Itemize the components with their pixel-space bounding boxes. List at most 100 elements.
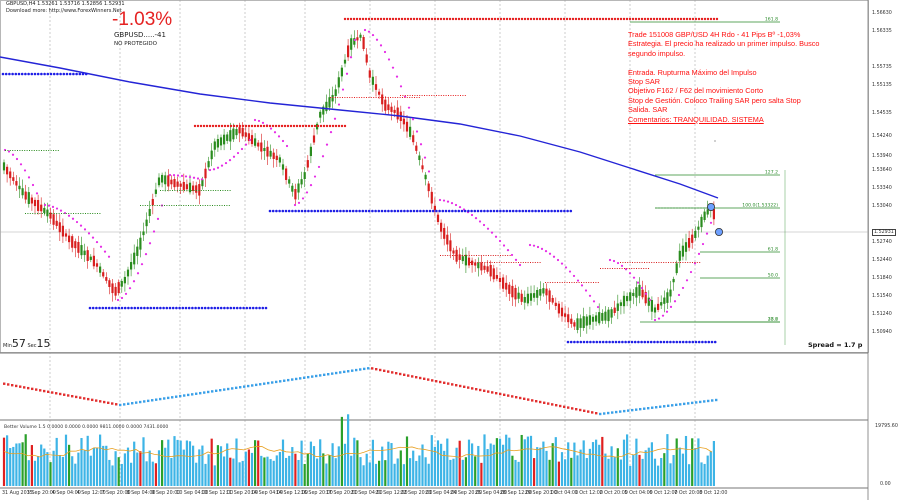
oscillator-dot xyxy=(27,386,30,390)
oscillator-dot xyxy=(391,371,394,374)
support-dot xyxy=(313,209,317,213)
sar-dot xyxy=(681,286,685,290)
candle-body xyxy=(33,199,37,207)
oscillator-dot xyxy=(559,404,562,408)
resistance-dot xyxy=(715,17,719,21)
candle-body xyxy=(359,34,362,38)
step-dot xyxy=(147,205,149,206)
resistance-dot xyxy=(229,124,233,128)
resistance-dot xyxy=(658,17,662,21)
volume-bar xyxy=(464,457,467,486)
support-dot xyxy=(284,209,288,213)
candle-body xyxy=(458,254,461,260)
step-dot xyxy=(616,268,618,269)
candle-body xyxy=(498,277,502,283)
step-dot xyxy=(171,205,173,206)
step-dot xyxy=(522,262,524,263)
candle-body xyxy=(514,287,517,300)
volume-bar xyxy=(291,447,294,486)
step-dot xyxy=(57,150,59,151)
step-dot xyxy=(400,95,401,96)
resistance-dot xyxy=(274,124,278,128)
resistance-dot xyxy=(403,17,407,21)
volume-bar xyxy=(254,440,257,486)
note-line: Objetivo F162 / F62 del movimiento Corto xyxy=(628,86,764,96)
volume-bar xyxy=(167,439,170,486)
support-dot xyxy=(467,209,470,213)
step-dot xyxy=(480,255,482,256)
candle-body xyxy=(480,262,483,271)
oscillator-dot xyxy=(471,387,474,390)
oscillator-dot xyxy=(227,387,230,391)
resistance-dot xyxy=(433,17,437,21)
step-dot xyxy=(442,255,444,256)
step-dot xyxy=(668,262,669,263)
step-dot xyxy=(509,255,511,256)
support-dot xyxy=(406,209,409,213)
step-dot xyxy=(564,282,566,283)
resistance-dot xyxy=(358,17,362,21)
trade-notes: Trade 151008 GBP/USD 4H Rdo - 41 Pips Bº… xyxy=(628,30,819,124)
resistance-dot xyxy=(520,17,524,21)
sar-dot xyxy=(383,50,387,54)
support-dot xyxy=(713,340,717,344)
resistance-dot xyxy=(685,17,689,21)
support-dot xyxy=(678,340,682,344)
resistance-dot xyxy=(673,17,677,21)
candle-body xyxy=(347,45,350,58)
sar-dot xyxy=(144,253,148,256)
volume-bar xyxy=(681,453,684,486)
volume-bar xyxy=(517,461,520,486)
step-dot xyxy=(27,213,29,214)
sar-dot xyxy=(140,263,144,266)
oscillator-dot xyxy=(95,399,98,402)
volume-bar xyxy=(638,454,641,486)
step-dot xyxy=(382,97,384,98)
volume-bar xyxy=(427,463,430,486)
oscillator-dot xyxy=(687,402,690,405)
volume-bar xyxy=(15,443,18,486)
step-dot xyxy=(663,262,665,263)
support-dot xyxy=(387,209,390,213)
support-dot xyxy=(130,306,133,310)
note-line xyxy=(628,58,819,67)
candle-body xyxy=(238,127,241,134)
support-dot xyxy=(159,306,162,310)
fib-label: 61.8 xyxy=(768,247,778,253)
resistance-dot xyxy=(610,17,614,21)
step-dot xyxy=(212,190,214,191)
step-dot xyxy=(495,255,497,256)
candle-body xyxy=(672,278,675,283)
sar-dot xyxy=(556,258,560,262)
resistance-dot xyxy=(466,17,470,21)
step-dot xyxy=(455,95,457,96)
support-dot xyxy=(178,306,181,310)
oscillator-dot xyxy=(563,405,566,408)
candle-body xyxy=(173,179,176,188)
resistance-dot xyxy=(223,124,227,128)
oscillator-dot xyxy=(659,405,662,408)
support-dot xyxy=(264,306,268,310)
step-dot xyxy=(378,97,379,98)
resistance-dot xyxy=(553,17,557,21)
sar-dot xyxy=(454,203,458,207)
support-dot xyxy=(566,340,570,344)
timer-min: 57 xyxy=(11,337,26,350)
support-dot xyxy=(508,209,512,213)
oscillator-dot xyxy=(619,410,622,413)
step-dot xyxy=(559,282,561,283)
candle-body xyxy=(37,200,40,211)
oscillator-dot xyxy=(415,376,418,379)
step-dot xyxy=(12,150,14,151)
step-dot xyxy=(9,150,11,151)
support-dot xyxy=(675,340,679,344)
support-dot xyxy=(553,209,557,213)
sar-dot xyxy=(103,250,107,253)
sar-dot xyxy=(502,244,506,247)
sar-dot xyxy=(371,33,375,37)
oscillator-dot xyxy=(167,396,170,400)
sar-dot xyxy=(677,293,681,297)
sar-dot xyxy=(665,310,669,313)
candle-body xyxy=(92,255,95,267)
